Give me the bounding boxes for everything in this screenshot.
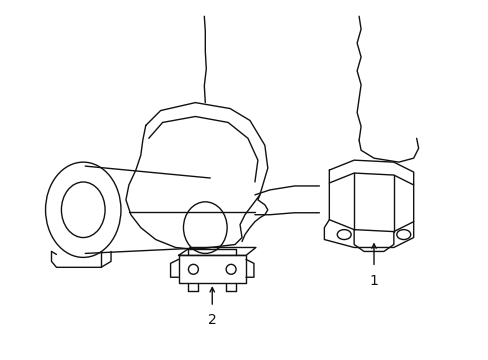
Text: 1: 1 xyxy=(369,274,378,288)
Text: 2: 2 xyxy=(207,313,216,327)
